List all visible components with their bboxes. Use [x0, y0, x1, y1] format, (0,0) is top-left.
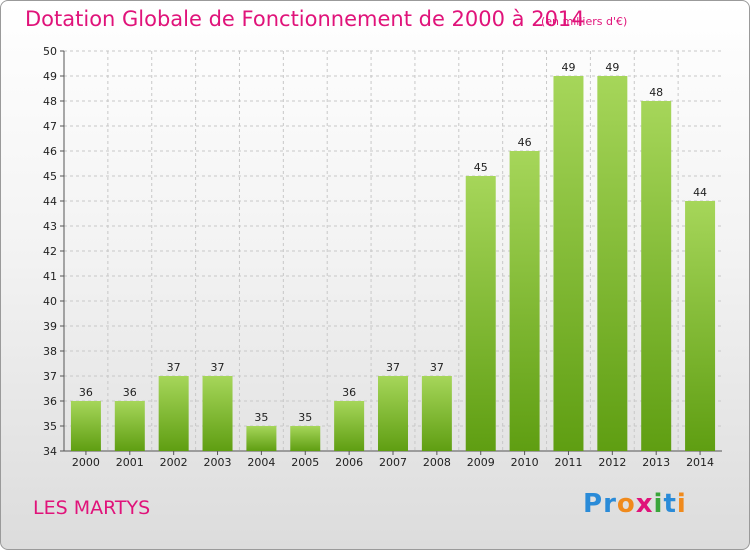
y-tick-label: 34 [43, 445, 57, 458]
y-tick-label: 41 [43, 270, 57, 283]
y-tick-label: 47 [43, 120, 57, 133]
x-tick-label: 2002 [160, 456, 188, 469]
bar-value-label: 37 [211, 361, 225, 374]
bars [70, 76, 716, 451]
logo-letter: o [616, 489, 636, 519]
commune-name: LES MARTYS [33, 497, 151, 519]
bar [641, 101, 672, 451]
bar-value-label: 35 [298, 411, 312, 424]
bar-value-label: 36 [342, 386, 356, 399]
logo-letter: x [635, 489, 654, 519]
x-tick-label: 2009 [467, 456, 495, 469]
y-tick-label: 50 [43, 45, 57, 58]
logo-letter: i [676, 489, 687, 519]
bar [685, 201, 716, 451]
bar [553, 76, 584, 451]
bar [509, 151, 540, 451]
x-tick-label: 2005 [291, 456, 319, 469]
y-tick-label: 42 [43, 245, 57, 258]
x-tick-label: 2011 [554, 456, 582, 469]
bar [70, 401, 101, 451]
bar [158, 376, 189, 451]
bar-value-label: 37 [167, 361, 181, 374]
bar-value-label: 37 [430, 361, 444, 374]
x-tick-label: 2013 [642, 456, 670, 469]
x-tick-label: 2012 [598, 456, 626, 469]
y-tick-label: 40 [43, 295, 57, 308]
x-tick-label: 2014 [686, 456, 714, 469]
bar [334, 401, 365, 451]
y-tick-label: 36 [43, 395, 57, 408]
y-tick-label: 46 [43, 145, 57, 158]
logo-letter: i [653, 489, 664, 519]
logo-letter: r [603, 489, 617, 519]
y-tick-label: 35 [43, 420, 57, 433]
proxiti-logo: Proxiti [583, 489, 687, 519]
bar-value-label: 46 [518, 136, 532, 149]
y-tick-label: 48 [43, 95, 57, 108]
bar [465, 176, 496, 451]
bar [246, 426, 277, 451]
logo-letter: P [583, 489, 604, 519]
bar-value-label: 36 [123, 386, 137, 399]
logo-letter: t [663, 489, 677, 519]
bar-value-label: 36 [79, 386, 93, 399]
bar-value-label: 45 [474, 161, 488, 174]
bar-value-label: 49 [561, 61, 575, 74]
chart-title: Dotation Globale de Fonctionnement de 20… [25, 7, 585, 31]
bar [597, 76, 628, 451]
bar-value-label: 48 [649, 86, 663, 99]
bar [421, 376, 452, 451]
bar [114, 401, 145, 451]
chart-subtitle: (en milliers d'€) [541, 15, 628, 28]
x-tick-label: 2006 [335, 456, 363, 469]
y-tick-label: 37 [43, 370, 57, 383]
y-tick-label: 49 [43, 70, 57, 83]
y-tick-label: 44 [43, 195, 57, 208]
x-tick-label: 2008 [423, 456, 451, 469]
x-tick-label: 2010 [511, 456, 539, 469]
bar-value-label: 35 [254, 411, 268, 424]
x-tick-label: 2007 [379, 456, 407, 469]
x-tick-label: 2004 [247, 456, 275, 469]
y-tick-label: 39 [43, 320, 57, 333]
labels: 36 36 37 37 35 35 36 37 37 45 46 49 49 48 44 [79, 61, 707, 424]
y-tick-label: 45 [43, 170, 57, 183]
bar [378, 376, 408, 451]
y-tick-label: 38 [43, 345, 57, 358]
bar [202, 376, 233, 451]
x-tick-label: 2001 [116, 456, 144, 469]
bar [290, 426, 321, 451]
x-tick-label: 2000 [72, 456, 100, 469]
y-tick-label: 43 [43, 220, 57, 233]
bar-value-label: 37 [386, 361, 400, 374]
bar-value-label: 49 [605, 61, 619, 74]
bar-value-label: 44 [693, 186, 707, 199]
x-tick-label: 2003 [204, 456, 232, 469]
